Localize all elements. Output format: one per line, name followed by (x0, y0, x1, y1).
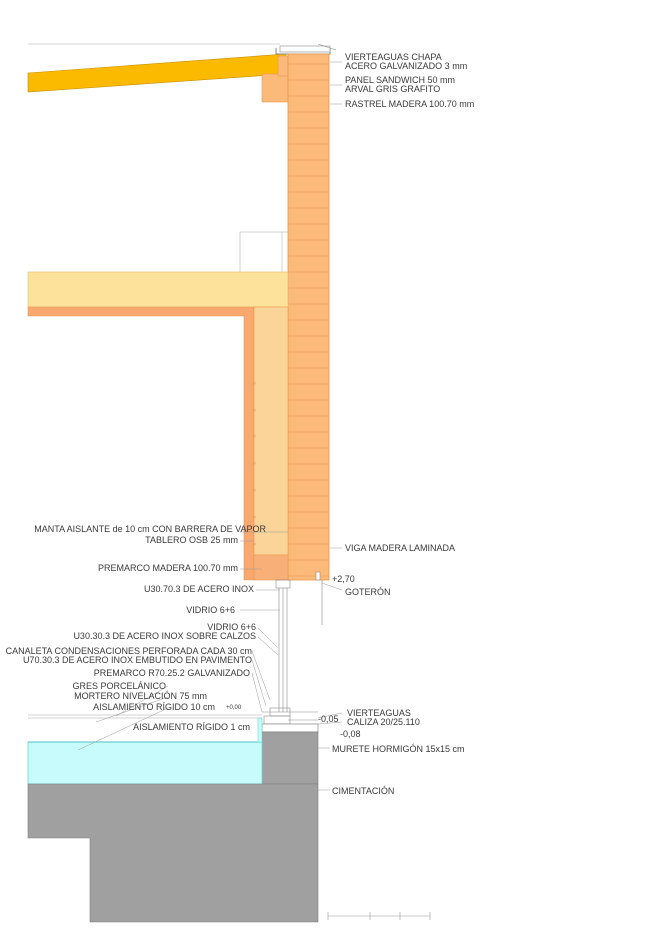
label-u30-30: U30.30.3 DE ACERO INOX SOBRE CALZOS (73, 631, 256, 641)
label-level-008: -0,08 (340, 729, 361, 739)
annotations: VIERTEAGUAS CHAPA ACERO GALVANIZADO 3 mm… (6, 52, 475, 796)
ground-hatch (327, 912, 431, 920)
goteron (315, 571, 321, 581)
label-vierteaguas-caliza-2: CALIZA 20/25.110 (347, 717, 420, 727)
label-level-000: +0,00 (226, 705, 242, 711)
roof-beam (27, 53, 287, 93)
inner-premarco (253, 306, 289, 556)
vierteaguas-caliza (261, 723, 319, 733)
flashing-cap (275, 43, 337, 55)
panel-sandwich-top (277, 55, 289, 77)
label-goteron: GOTERÓN (345, 587, 391, 597)
cladding-panel (287, 53, 330, 581)
label-gres: GRES PORCELÁNICO (72, 681, 166, 691)
label-u70-30: U70.30.3 DE ACERO INOX EMBUTIDO EN PAVIM… (23, 655, 252, 665)
label-vierteaguas-chapa-1: VIERTEAGUAS CHAPA (345, 52, 442, 62)
rigid-insulation-1cm (257, 717, 263, 743)
rigid-insulation (27, 741, 263, 785)
label-viga-madera: VIGA MADERA LAMINADA (345, 543, 455, 553)
label-aislamiento-1: AISLAMIENTO RÍGIDO 1 cm (133, 722, 250, 732)
cimentacion (27, 783, 319, 923)
label-u30-70: U30.70.3 DE ACERO INOX (144, 584, 254, 594)
label-premarco-madera: PREMARCO MADERA 100.70 mm (98, 563, 238, 573)
rastrel-block (261, 73, 289, 103)
label-vidrio-2: VIDRIO 6+6 (207, 622, 256, 632)
leader-lines (77, 61, 343, 791)
label-panel-sandwich-1: PANEL SANDWICH 50 mm (345, 75, 455, 85)
label-murete: MURETE HORMIGÓN 15x15 cm (332, 744, 465, 754)
screw-marks (252, 381, 256, 546)
label-canaleta: CANALETA CONDENSACIONES PERFORADA CADA 3… (6, 646, 252, 656)
label-vidrio-1: VIDRIO 6+6 (186, 605, 235, 615)
label-tablero-osb: TABLERO OSB 25 mm (145, 535, 238, 545)
label-cimentacion: CIMENTACIÓN (332, 786, 394, 796)
label-level-005: -0,05 (318, 714, 339, 724)
label-rastrel: RASTREL MADERA 100.70 mm (345, 99, 474, 109)
window-frame (262, 579, 323, 725)
insulation-blanket (27, 271, 289, 308)
label-vierteaguas-chapa-2: ACERO GALVANIZADO 3 mm (345, 61, 467, 71)
label-manta-aislante: MANTA AISLANTE de 10 cm CON BARRERA DE V… (34, 524, 266, 534)
cladding-joints (288, 63, 329, 577)
label-panel-sandwich-2: ARVAL GRIS GRAFITO (345, 84, 440, 94)
label-level-270: +2,70 (332, 574, 355, 584)
premarco-madera (253, 554, 289, 581)
label-vierteaguas-caliza-1: VIERTEAGUAS (347, 708, 411, 718)
label-aislamiento-10: AISLAMIENTO RÍGIDO 10 cm (93, 702, 215, 712)
label-mortero: MORTERO NIVELACIÓN 75 mm (74, 691, 207, 701)
label-premarco-r70: PREMARCO R70.25.2 GALVANIZADO (94, 668, 250, 678)
murete-hormigon (261, 731, 319, 785)
